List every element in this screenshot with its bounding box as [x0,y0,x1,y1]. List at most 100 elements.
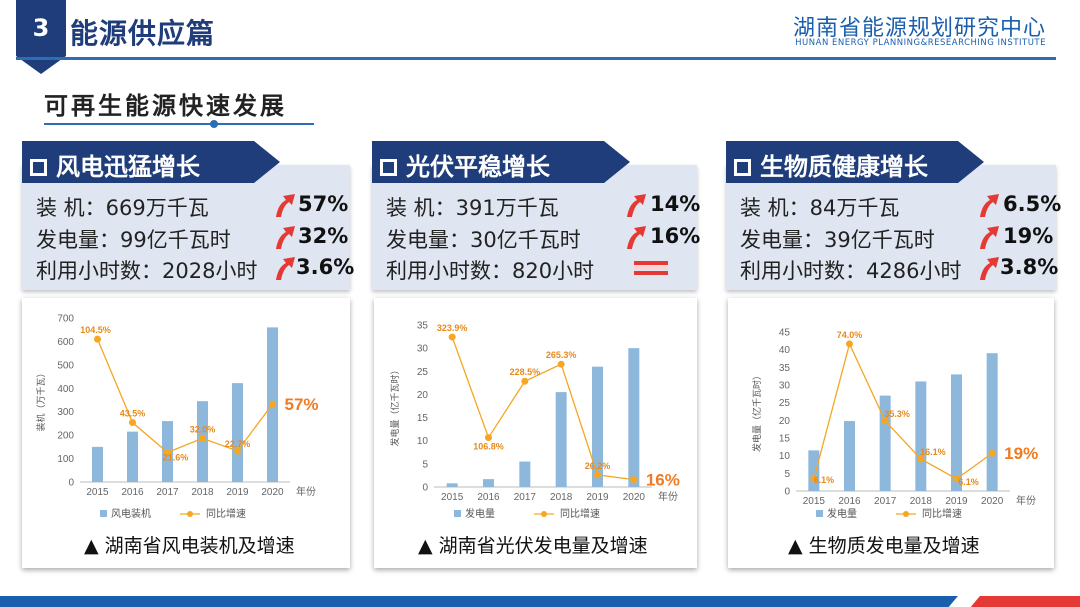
y-tick-label: 0 [422,483,428,494]
y-tick-label: 0 [68,478,74,489]
footer-accent [970,596,1080,607]
growth-label: 26.2% [585,461,611,471]
bar-2020 [628,348,640,487]
growth-point-2020 [988,449,996,457]
y-tick-label: 10 [779,451,791,462]
arrow-up-icon [276,226,295,249]
arrow-up-icon [276,194,295,217]
solar-generation-growth: 16% [650,224,701,248]
x-tick-label: 2020 [981,496,1004,507]
arrow-up-icon [276,257,295,280]
growth-highlight-label: 16% [646,471,680,490]
bar-2015 [808,450,820,491]
growth-label: 43.5% [120,409,146,419]
section-number: 3 [32,14,50,42]
y-tick-label: 35 [779,363,791,374]
growth-label: 6.1% [814,475,835,485]
y-tick-label: 5 [422,459,428,470]
y-axis-label: 发电量（亿千瓦时） [751,371,763,452]
wind-title: 风电迅猛增长 [56,153,200,181]
flat-trend-icon [634,261,668,275]
wind-hours-growth: 3.6% [296,255,355,279]
org-name-en: HUNAN ENERGY PLANNING&RESEARCHING INSTIT… [795,38,1046,48]
wind-stats-panel [22,165,350,290]
growth-label: 6.1% [958,477,979,487]
legend-bar-swatch [816,510,823,517]
x-tick-label: 2015 [86,487,109,498]
footer-bar [0,596,1080,607]
x-tick-label: 2019 [945,496,968,507]
y-tick-label: 40 [779,345,791,356]
legend-bar-swatch [454,510,461,517]
x-tick-label: 2019 [226,487,249,498]
x-tick-label: 2016 [121,487,144,498]
biomass-stats-panel [726,165,1056,290]
growth-point-2015 [94,335,101,343]
biomass-generation-growth: 19% [1003,224,1054,248]
legend-line-marker [187,511,193,517]
bar-2016 [483,479,494,487]
growth-point-2019 [234,447,241,455]
growth-point-2018 [917,455,925,463]
wind-generation: 发电量：99亿千瓦时 [36,228,231,252]
growth-label: 32.0% [190,424,216,434]
y-tick-label: 200 [57,431,74,442]
x-axis-suffix: 年份 [658,490,678,503]
growth-line [96,338,274,454]
biomass-chart-card: 0 5 10 15 20 25 30 35 40 45 发电量（亿千瓦时） 2015 2016 2017 2… [728,298,1054,568]
x-tick-label: 2017 [514,492,537,503]
growth-point-2019 [953,475,960,483]
arrow-up-icon [627,226,646,249]
header-divider [16,57,1056,60]
growth-highlight-label: 57% [285,395,319,414]
y-tick-label: 400 [57,384,74,395]
x-axis-suffix: 年份 [1016,494,1036,507]
bar-2016 [127,431,138,482]
growth-line [813,342,993,480]
growth-point-2018 [199,434,206,442]
solar-hours: 利用小时数：820小时 [386,259,595,283]
x-tick-label: 2018 [550,492,573,503]
subtitle-dot [210,120,218,128]
legend-line-label: 同比增速 [560,507,600,520]
solar-title-tag: 光伏平稳增长 [372,141,630,183]
section-title: 能源供应篇 [70,17,216,50]
wind-chart-card: 0 100 200 300 400 500 600 700 装机（万千瓦） 2015 2016 201… [22,298,350,568]
biomass-title-tag: 生物质健康增长 [726,141,984,183]
growth-point-2019 [594,471,601,479]
biomass-chart: 0 5 10 15 20 25 30 35 40 45 发电量（亿千瓦时） 2015 2016 2017 2… [751,328,1038,521]
legend-bar-label: 发电量 [827,507,857,520]
y-tick-label: 0 [784,487,790,498]
solar-capacity: 装 机：391万千瓦 [386,196,559,220]
y-tick-label: 600 [57,337,74,348]
growth-point-2016 [846,340,853,348]
x-tick-label: 2016 [838,496,861,507]
page-subtitle: 可再生能源快速发展 [44,92,287,120]
growth-point-2018 [557,360,565,368]
biomass-chart-caption: ▲ 生物质发电量及增速 [788,535,980,557]
growth-label: 106.8% [473,442,504,452]
wind-title-tag: 风电迅猛增长 [22,141,280,183]
growth-point-2020 [269,400,276,408]
y-tick-label: 15 [779,434,791,445]
growth-label: 323.9% [437,323,468,333]
growth-label: 228.5% [510,367,541,377]
x-axis-suffix: 年份 [296,485,316,498]
y-tick-label: 500 [57,360,74,371]
y-tick-label: 20 [779,416,791,427]
solar-capacity-growth: 14% [650,192,701,216]
arrow-up-icon [627,194,646,217]
bar-2016 [844,421,855,491]
y-axis-label: 发电量（亿千瓦时） [389,365,401,446]
biomass-capacity: 装 机：84万千瓦 [740,196,900,220]
legend-bar-swatch [100,510,107,517]
x-tick-label: 2020 [261,487,284,498]
y-tick-label: 25 [417,367,429,378]
bar-2015 [446,483,458,487]
solar-title: 光伏平稳增长 [406,153,550,181]
x-tick-label: 2020 [623,492,646,503]
y-tick-label: 10 [417,436,429,447]
wind-hours: 利用小时数：2028小时 [36,259,258,283]
x-tick-label: 2017 [874,496,897,507]
x-tick-label: 2018 [910,496,933,507]
